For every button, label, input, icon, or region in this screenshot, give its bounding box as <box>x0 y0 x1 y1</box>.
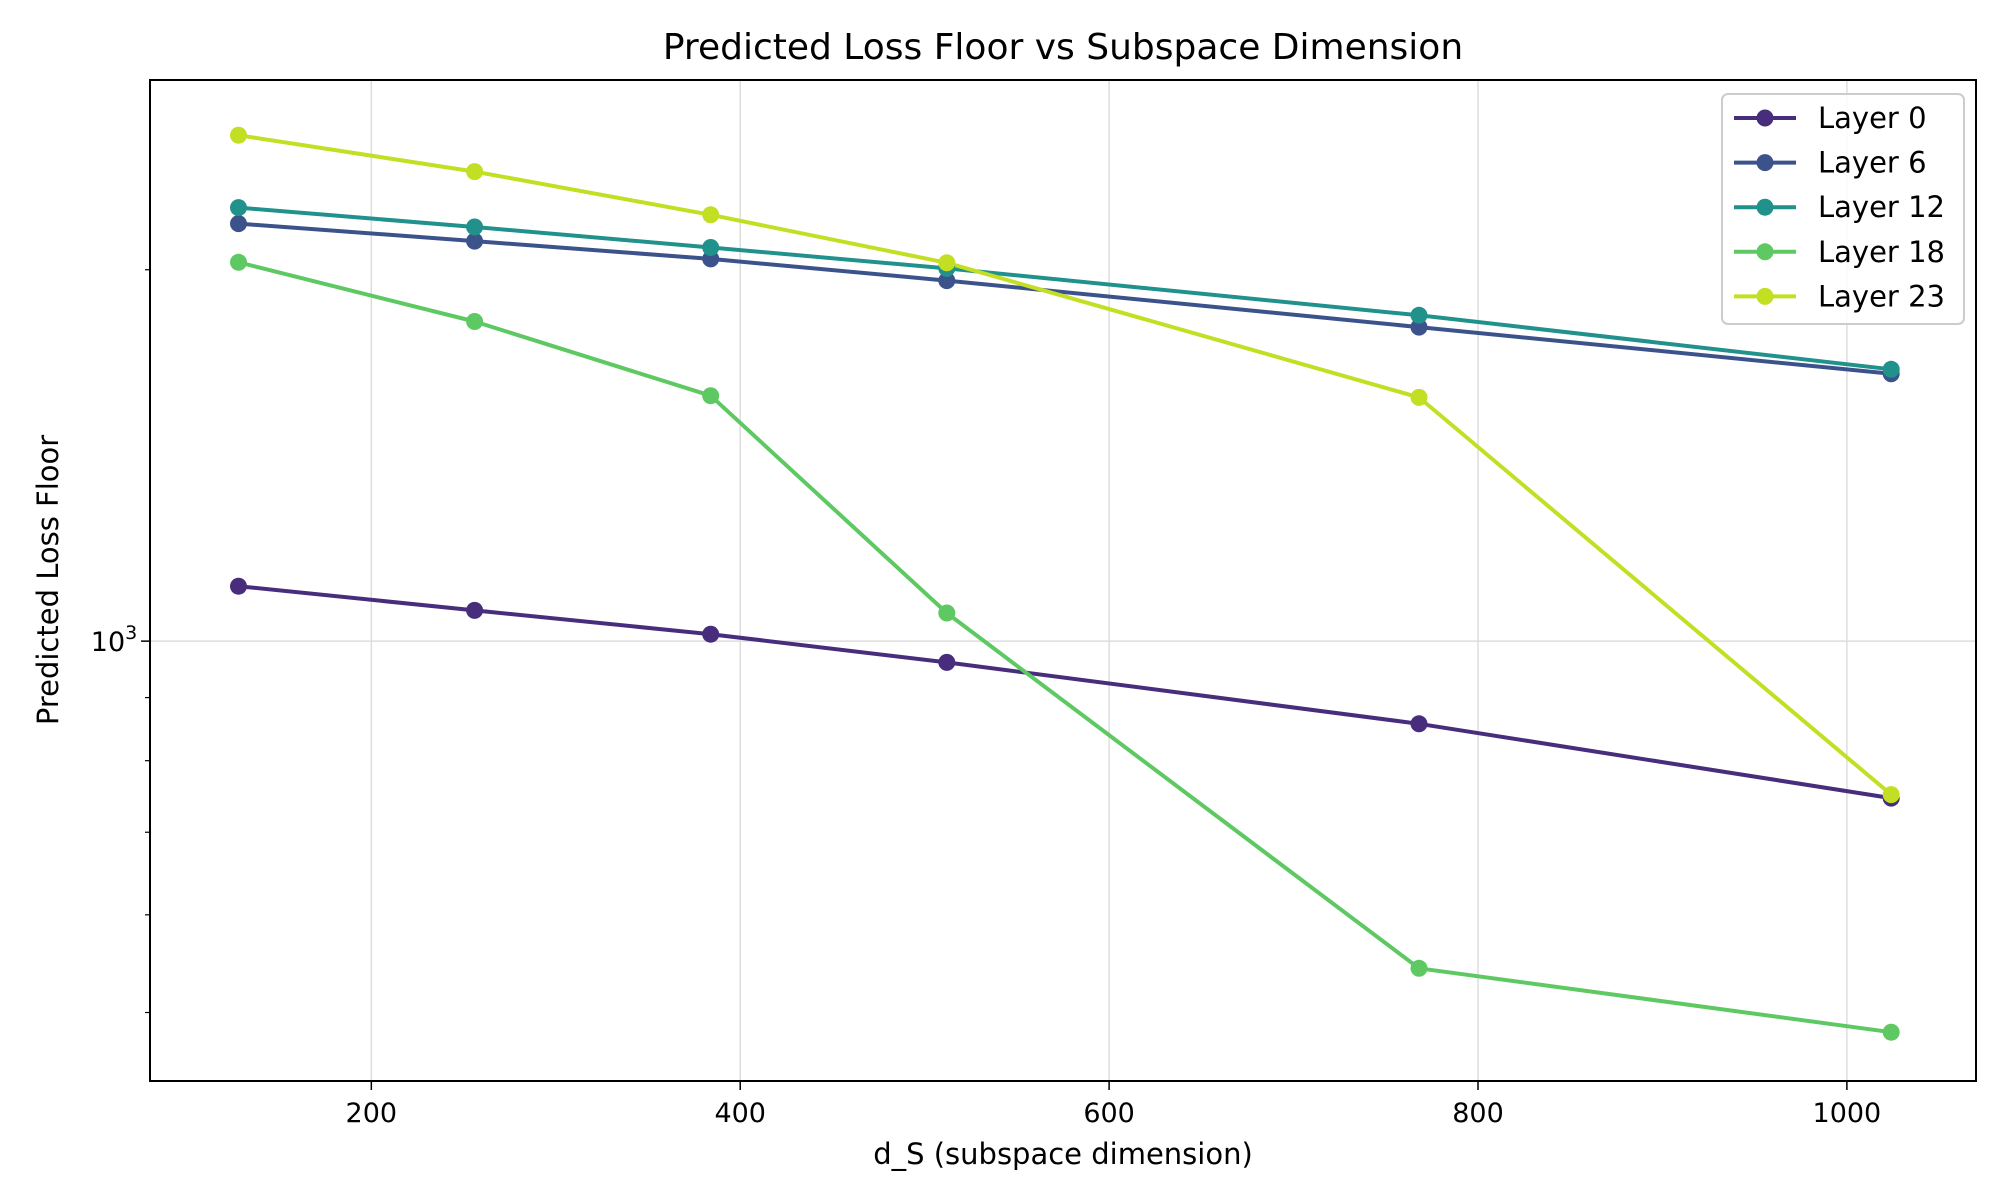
data-point <box>466 163 484 181</box>
data-point <box>1410 306 1428 324</box>
series-points <box>230 126 1900 1041</box>
x-tick-label: 400 <box>714 1098 766 1129</box>
data-point <box>466 232 484 250</box>
legend-box <box>1721 93 1965 325</box>
data-point <box>1410 959 1428 977</box>
legend-marker <box>1756 109 1774 127</box>
series-line-2 <box>238 205 1892 372</box>
x-tick-label: 600 <box>1083 1098 1135 1129</box>
chart-title: Predicted Loss Floor vs Subspace Dimensi… <box>663 27 1463 68</box>
data-point <box>1410 318 1428 336</box>
data-point <box>466 601 484 619</box>
legend-label: Layer 23 <box>1818 279 1945 313</box>
data-point <box>230 215 247 233</box>
data-point <box>702 387 720 405</box>
data-point <box>1882 1023 1900 1041</box>
series-line-0 <box>238 584 1892 801</box>
series-line-4 <box>238 133 1893 797</box>
legend-marker <box>1756 154 1774 172</box>
data-point <box>702 239 720 256</box>
legend-marker <box>1756 198 1774 216</box>
legend-label: Layer 18 <box>1818 235 1945 269</box>
data-point <box>230 126 247 144</box>
data-point <box>230 577 247 595</box>
data-point <box>1882 360 1900 378</box>
data-point <box>938 653 956 671</box>
data-point <box>938 254 956 272</box>
data-point <box>702 625 720 643</box>
x-tick-label: 1000 <box>1813 1098 1882 1129</box>
legend-label: Layer 12 <box>1818 190 1945 224</box>
data-point <box>938 604 956 622</box>
data-point <box>1882 786 1900 804</box>
data-point <box>938 272 956 290</box>
x-axis-label: d_S (subspace dimension) <box>873 1137 1253 1171</box>
x-tick-label: 200 <box>346 1098 398 1129</box>
data-point <box>1410 388 1428 406</box>
data-point <box>466 313 484 330</box>
data-point <box>230 199 247 217</box>
series-line-3 <box>238 260 1892 1035</box>
data-point <box>230 253 247 271</box>
legend-label: Layer 6 <box>1818 146 1927 180</box>
plot-frame <box>149 79 1977 1082</box>
series-lines <box>238 133 1893 1035</box>
data-point <box>466 218 484 236</box>
legend-label: Layer 0 <box>1818 101 1927 135</box>
series-line-1 <box>238 221 1892 376</box>
x-tick-label: 800 <box>1452 1098 1504 1129</box>
x-axis-ticks: 200 400 600 800 1000 <box>346 1081 1882 1129</box>
data-point <box>702 206 720 224</box>
y-axis-label: Predicted Loss Floor <box>31 435 65 725</box>
legend-marker <box>1756 243 1774 261</box>
legend-marker <box>1756 287 1774 305</box>
data-point <box>1410 715 1428 733</box>
legend: Layer 0 Layer 6 Layer 12 Layer 18 Layer 23 <box>1721 93 1965 325</box>
